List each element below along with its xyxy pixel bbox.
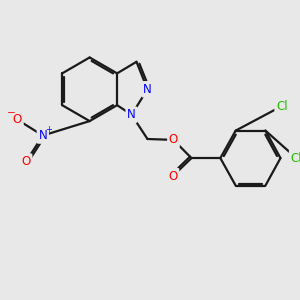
Text: N: N [127, 108, 136, 121]
Text: N: N [143, 83, 152, 96]
Text: O: O [21, 155, 31, 168]
Text: O: O [13, 113, 22, 126]
Text: N: N [38, 129, 47, 142]
Text: Cl: Cl [276, 100, 288, 112]
Text: O: O [169, 134, 178, 146]
Text: +: + [45, 125, 52, 134]
Text: Cl: Cl [291, 152, 300, 165]
Text: −: − [7, 108, 15, 118]
Text: O: O [168, 169, 178, 182]
